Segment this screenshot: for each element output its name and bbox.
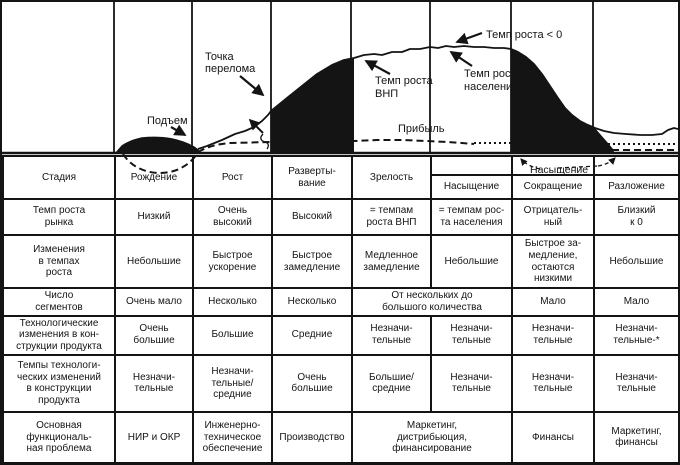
table-row: Основная функциональ- ная проблема НИР и … xyxy=(2,410,678,463)
table-cell: Быстрое ускорение xyxy=(192,234,273,289)
table-cell: = темпам роста ВНП xyxy=(351,198,432,236)
table-row: Технологические изменения в кон- струкци… xyxy=(2,314,678,356)
profit-pointer-arrow xyxy=(248,118,264,134)
table-row: Изменения в темпах роста Небольшие Быстрое… xyxy=(2,234,678,289)
table-cell: Несколько xyxy=(192,287,273,317)
market-growth-curve xyxy=(197,45,678,150)
table-cell: Небольшие xyxy=(593,234,678,289)
birth-bump-fill xyxy=(114,136,199,154)
stage-contraction: Сокращение xyxy=(511,174,595,200)
table-cell: Очень мало xyxy=(114,287,194,317)
table-cell: Низкий xyxy=(114,198,194,236)
table-cell: Быстрое замедление xyxy=(271,234,353,289)
table-cell: Маркетинг, дистрибьюция, финансирование xyxy=(351,410,513,463)
breakpoint-label-line2: перелома xyxy=(205,63,256,75)
table-cell: Медленное замедление xyxy=(351,234,432,289)
table-cell: Незначи- тельные xyxy=(114,353,194,413)
profit-pointer-squiggle xyxy=(260,133,269,150)
table-cell: Производство xyxy=(271,410,353,463)
profit-dashed-curve xyxy=(197,139,475,153)
table-cell: Очень большие xyxy=(271,353,353,413)
gnp-arrow xyxy=(364,60,391,75)
rise-arrow xyxy=(170,124,187,136)
stage-decay: Разложение xyxy=(593,174,678,200)
expansion-fill xyxy=(271,58,354,153)
table-row: Число сегментов Очень мало Несколько Нескол… xyxy=(2,287,678,317)
table-cell: Незначи- тельные xyxy=(593,353,678,413)
table-row: Темпы технологи- ческих изменений в конс… xyxy=(2,353,678,413)
table-cell: Незначи- тельные/ средние xyxy=(192,353,273,413)
gnp-label-line1: Темп роста xyxy=(375,75,433,87)
negative-growth-label: Темп роста < 0 xyxy=(486,29,562,41)
table-cell: Мало xyxy=(593,287,678,317)
table-cell: Незначи- тельные xyxy=(430,353,513,413)
row-label: Основная функциональ- ная проблема xyxy=(2,410,116,463)
saturation-note-cell xyxy=(593,155,678,176)
saturation-note-cell xyxy=(430,155,513,176)
table-cell: Отрицатель- ный xyxy=(511,198,595,236)
table-cell: Незначи- тельные xyxy=(511,314,595,356)
stage-row-label: Стадия xyxy=(2,155,116,200)
stage-growth: Рост xyxy=(192,155,273,200)
population-arrow xyxy=(449,50,473,67)
contraction-fill xyxy=(511,49,614,153)
table-cell: Средние xyxy=(271,314,353,356)
breakpoint-label-line1: Точка xyxy=(205,51,235,63)
table-cell: Небольшие xyxy=(114,234,194,289)
table-cell: Близкий к 0 xyxy=(593,198,678,236)
lifecycle-table: Стадия Рождение Рост Разверты- вание Зре… xyxy=(2,155,678,463)
population-label-line2: населения xyxy=(464,81,518,93)
table-cell: Маркетинг, финансы xyxy=(593,410,678,463)
negative-growth-arrow xyxy=(455,31,483,45)
rise-label: Подъем xyxy=(147,115,188,127)
profit-label: Прибыль xyxy=(398,123,445,135)
table-cell: Мало xyxy=(511,287,595,317)
table-cell: Очень высокий xyxy=(192,198,273,236)
saturation-note-cell xyxy=(511,155,595,176)
table-cell: От нескольких до большого количества xyxy=(351,287,513,317)
table-row: Темп роста рынка Низкий Очень высокий Высок… xyxy=(2,198,678,236)
table-cell: Небольшие xyxy=(430,234,513,289)
table-cell: Финансы xyxy=(511,410,595,463)
table-cell: Большие/ средние xyxy=(351,353,432,413)
row-label: Темпы технологи- ческих изменений в конс… xyxy=(2,353,116,413)
table-cell: Незначи- тельные xyxy=(351,314,432,356)
table-cell: Незначи- тельные-* xyxy=(593,314,678,356)
table-cell: Незначи- тельные xyxy=(511,353,595,413)
row-label: Число сегментов xyxy=(2,287,116,317)
row-label: Темп роста рынка xyxy=(2,198,116,236)
row-label: Технологические изменения в кон- струкци… xyxy=(2,314,116,356)
chart-grid xyxy=(113,2,594,152)
gnp-label-line2: ВНП xyxy=(375,88,398,100)
table-cell: Несколько xyxy=(271,287,353,317)
table-cell: Инженерно- техническое обеспечение xyxy=(192,410,273,463)
population-label-line1: Темп роста xyxy=(464,68,522,80)
stage-maturity: Зрелость xyxy=(351,155,432,200)
table-cell: = темпам рос- та населения xyxy=(430,198,513,236)
table-cell: Большие xyxy=(192,314,273,356)
stage-saturation: Насыщение xyxy=(430,174,513,200)
table-cell: Очень большие xyxy=(114,314,194,356)
table-cell: Быстрое за- медление, остаются низкими xyxy=(511,234,595,289)
stage-birth: Рождение xyxy=(114,155,194,200)
table-cell: НИР и ОКР xyxy=(114,410,194,463)
table-cell: Незначи- тельные xyxy=(430,314,513,356)
table-cell: Высокий xyxy=(271,198,353,236)
stage-expansion: Разверты- вание xyxy=(271,155,353,200)
breakpoint-arrow xyxy=(239,75,265,97)
row-label: Изменения в темпах роста xyxy=(2,234,116,289)
